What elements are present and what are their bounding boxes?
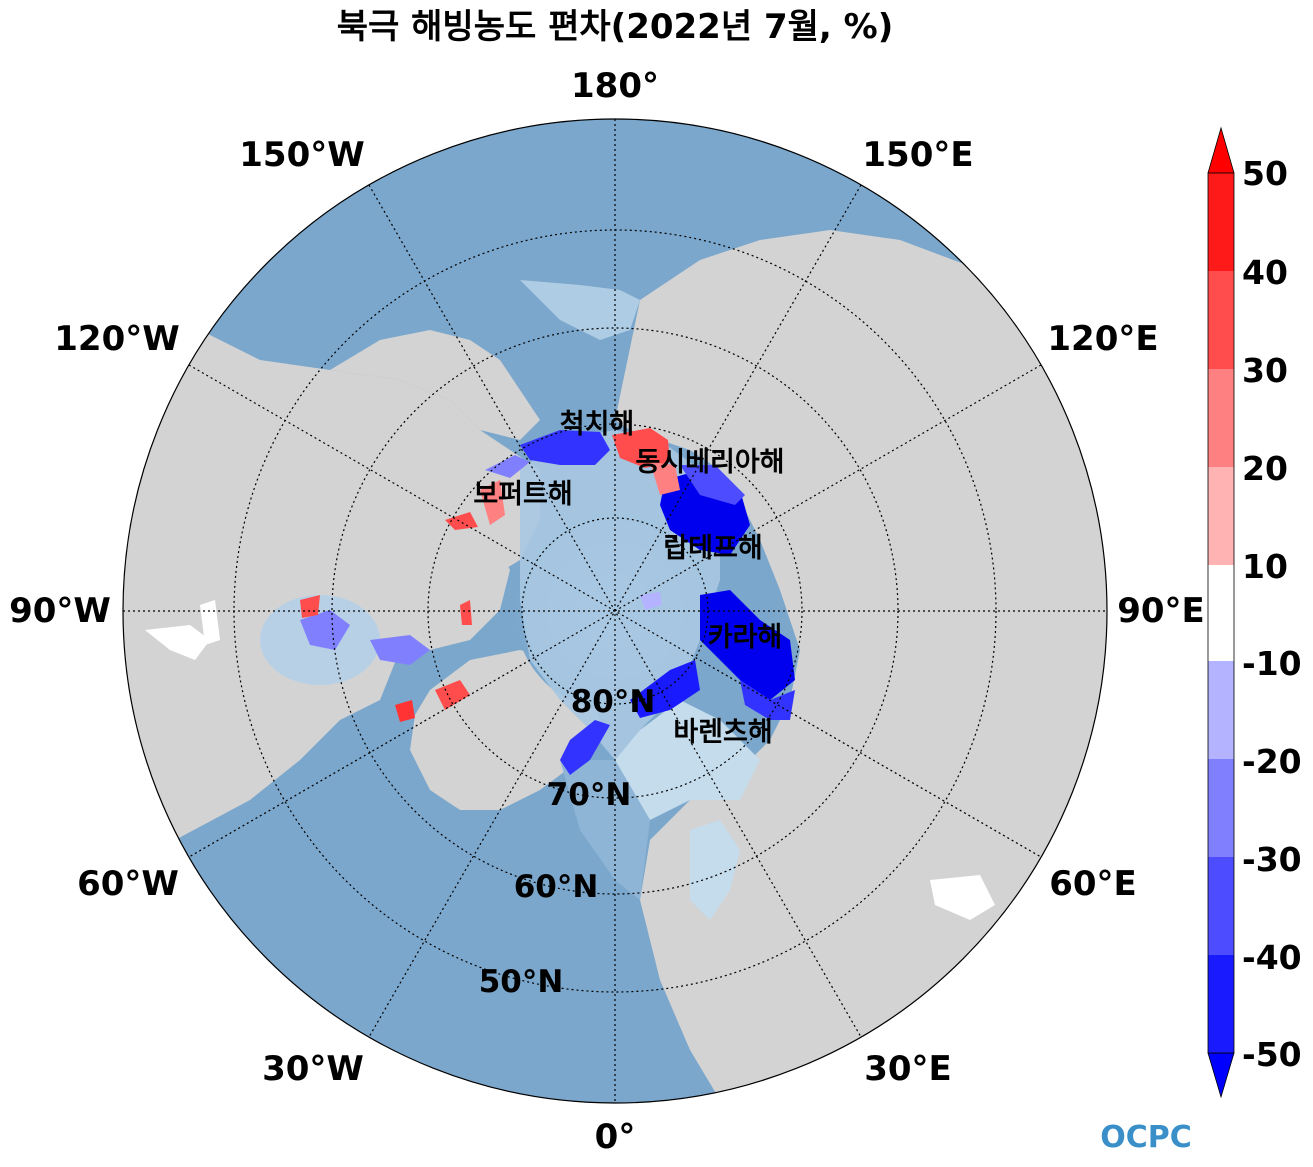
lon-label-90e: 90°E (1117, 591, 1205, 631)
colorbar-band-30-20 (1208, 369, 1234, 467)
lon-label-60e: 60°E (1049, 864, 1137, 904)
sea-label-east-siberian: 동시베리아해 (635, 447, 784, 478)
lon-label-120e: 120°E (1047, 319, 1158, 359)
pacific-light (520, 280, 640, 340)
anomaly-greenland-blue (560, 720, 610, 775)
sea-label-beaufort: 보퍼트해 (473, 479, 572, 510)
colorbar-band-neg20-neg30 (1208, 759, 1234, 857)
colorbar-tick-10: 10 (1242, 547, 1288, 586)
colorbar-extend-max (1207, 126, 1235, 174)
lat-label-50: 50°N (479, 964, 564, 1000)
lon-label-120w: 120°W (54, 319, 179, 359)
colorbar-frame (1207, 172, 1235, 1054)
longitude-labels: 180° 150°W 150°E 120°W 120°E 90°W 90°E 6… (9, 66, 1205, 1157)
colorbar-tick-neg10: -10 (1242, 644, 1302, 683)
anomaly-greenland-red (435, 680, 470, 710)
bering-sea (520, 120, 700, 330)
colorbar-band-neg10-neg20 (1208, 661, 1234, 759)
anomaly-cab-blue (300, 610, 350, 650)
map-border (122, 118, 1108, 1104)
graticule (123, 119, 1107, 1103)
anomaly-npole-light (640, 592, 662, 610)
lon-label-30e: 30°E (864, 1049, 952, 1089)
colorbar-band-50-40 (1208, 173, 1234, 271)
colorbar-band-neg30-neg40 (1208, 857, 1234, 955)
barents-water (615, 700, 760, 820)
colorbar-tick-neg40: -40 (1242, 938, 1302, 977)
colorbar-band-40-30 (1208, 271, 1234, 369)
negative-anomaly-patches (300, 430, 795, 775)
anomaly-esib-mid (680, 465, 745, 505)
lat-label-80: 80°N (571, 684, 656, 720)
sea-label-barents: 바렌츠해 (673, 717, 772, 748)
colorbar-tick-30: 30 (1242, 351, 1288, 390)
anomaly-beaufort-red (480, 480, 505, 525)
anomaly-baffin-red (395, 700, 415, 722)
anomaly-esib-red (612, 428, 670, 468)
lat-label-60: 60°N (514, 869, 599, 905)
lat-label-70: 70°N (547, 777, 632, 813)
positive-anomaly-patches (300, 428, 680, 722)
anomaly-esib-pink (650, 462, 680, 495)
lon-label-150w: 150°W (239, 135, 364, 175)
colorbar-tick-20: 20 (1242, 449, 1288, 488)
colorbar-tick-neg20: -20 (1242, 742, 1302, 781)
lon-label-150e: 150°E (862, 135, 973, 175)
sea-label-laptev: 랍테프해 (663, 533, 762, 564)
lon-label-30w: 30°W (262, 1049, 364, 1089)
colorbar-tick-neg50: -50 (1242, 1035, 1302, 1074)
colorbar-extend-min (1207, 1052, 1235, 1099)
baltic-sea (690, 820, 740, 920)
lake-patch-1 (145, 625, 210, 660)
anomaly-kara-blue (700, 590, 795, 700)
latitude-labels: 80°N 70°N 60°N 50°N (479, 684, 656, 1000)
anomaly-cab-red (300, 595, 320, 618)
colorbar-band-10-neg10 (1208, 565, 1234, 661)
sea-label-kara: 카라해 (708, 622, 783, 653)
land-north-america (123, 300, 540, 880)
anomaly-beaufort-red2 (445, 512, 478, 530)
land-canadian-archipelago (390, 510, 510, 650)
lon-label-90w: 90°W (9, 591, 111, 631)
colorbar-band-neg40-neg50 (1208, 955, 1234, 1053)
lon-label-60w: 60°W (77, 864, 179, 904)
map-title: 북극 해빙농도 편차(2022년 7월, %) (337, 7, 894, 47)
colorbar-band-20-10 (1208, 467, 1234, 565)
anomaly-channel-red (460, 600, 472, 625)
colorbar-tick-50: 50 (1242, 154, 1288, 193)
lon-label-180: 180° (571, 66, 659, 106)
sea-label-chukchi: 척치해 (560, 409, 635, 440)
colorbar: 50 40 30 20 10 -10 -20 -30 -40 -50 (1207, 126, 1302, 1099)
colorbar-tick-40: 40 (1242, 253, 1288, 292)
meridian-120 (188, 364, 1042, 858)
land-alaska (330, 330, 540, 440)
sea-labels: 척치해 동시베리아해 보퍼트해 랍테프해 카라해 바렌츠해 (473, 409, 784, 748)
lon-label-0: 0° (595, 1117, 636, 1157)
land-eurasia (615, 230, 1107, 1103)
colorbar-tick-neg30: -30 (1242, 840, 1302, 879)
anomaly-kara-lower (740, 680, 795, 720)
anomaly-chukchi-light (485, 455, 530, 478)
map-disk (123, 119, 1107, 1103)
anomaly-cab-blue-2 (370, 635, 430, 665)
lake-patch-2 (930, 875, 995, 920)
ocpc-logo: OCPC (1100, 1120, 1192, 1155)
